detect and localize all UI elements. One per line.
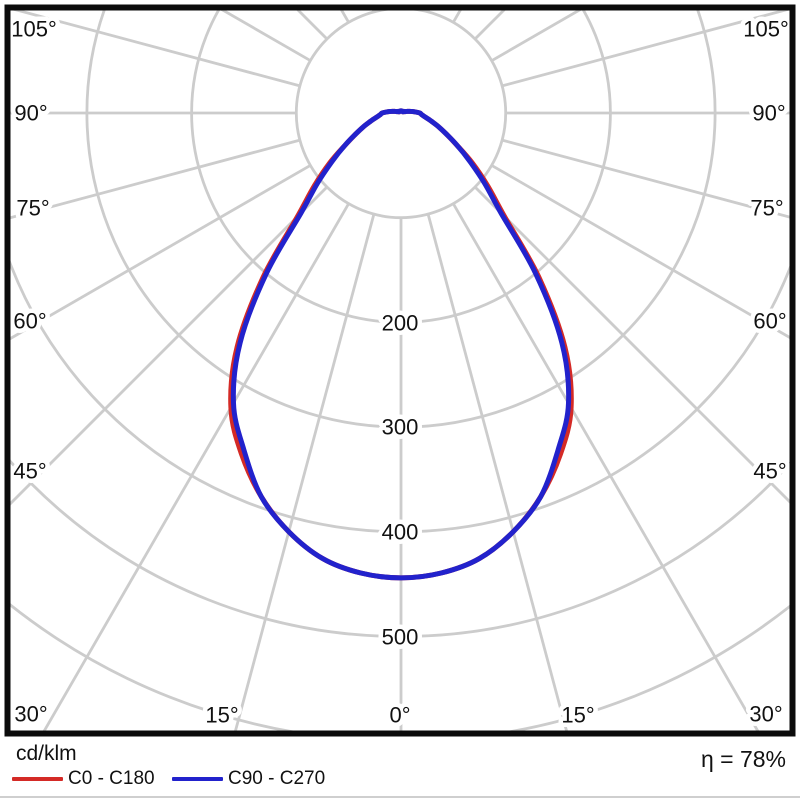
grid-ray-75 bbox=[501, 138, 790, 219]
angle-label-14-15deg: 15° bbox=[561, 703, 594, 728]
angle-label-9-60deg: 60° bbox=[753, 309, 786, 334]
chart-frame bbox=[4, 4, 796, 737]
grid-ray-105 bbox=[501, 10, 790, 88]
efficiency-label: η = 78% bbox=[700, 746, 786, 772]
angle-label-13-0deg: 0° bbox=[389, 703, 410, 728]
page-bottom-divider bbox=[0, 796, 800, 798]
unit-label: cd/klm bbox=[16, 742, 77, 765]
intensity-curve-c90-c270 bbox=[230, 108, 572, 581]
grid-ray-60 bbox=[491, 164, 790, 340]
angle-label-10-45deg: 45° bbox=[753, 459, 786, 484]
angle-label-11-30deg: 30° bbox=[749, 702, 782, 727]
angle-label-4-45deg: 45° bbox=[13, 459, 46, 484]
grid-ray-255 bbox=[11, 10, 301, 88]
ring-label-500: 500 bbox=[382, 625, 419, 650]
grid-ray-45 bbox=[474, 186, 790, 504]
legend-label-c0-c180: C0 - C180 bbox=[68, 768, 155, 789]
grid-ray-345 bbox=[233, 213, 376, 731]
ring-label-200: 200 bbox=[382, 311, 419, 336]
grid-ray-330 bbox=[42, 203, 350, 731]
chart-labels: 200 300 400 500 105° 90° 75° 60° 45° 30° 105° 90° 75… bbox=[7, 12, 794, 732]
angle-label-12-15deg: 15° bbox=[205, 703, 238, 728]
angle-label-3-60deg: 60° bbox=[13, 309, 46, 334]
grid-ray-30 bbox=[452, 202, 760, 731]
legend-line-c0-c180 bbox=[12, 777, 63, 781]
ring-label-400: 400 bbox=[382, 520, 419, 545]
angle-label-2-75deg: 75° bbox=[16, 196, 49, 221]
angle-label-7-90deg: 90° bbox=[752, 101, 785, 126]
legend-line-c90-c270 bbox=[172, 777, 223, 781]
grid-ray-15 bbox=[426, 213, 569, 731]
angle-label-0-105deg: 105° bbox=[11, 17, 57, 42]
legend-label-c90-c270: C90 - C270 bbox=[228, 768, 326, 789]
plot-border bbox=[4, 4, 796, 737]
grid-ray-315 bbox=[10, 186, 328, 506]
angle-label-5-30deg: 30° bbox=[14, 702, 47, 727]
ring-label-300: 300 bbox=[382, 415, 419, 440]
grid-ray-300 bbox=[10, 164, 311, 341]
angle-label-8-75deg: 75° bbox=[750, 196, 783, 221]
angle-label-1-90deg: 90° bbox=[14, 101, 47, 126]
grid-ray-285 bbox=[10, 138, 301, 220]
angle-label-6-105deg: 105° bbox=[743, 17, 789, 42]
intensity-curves bbox=[228, 108, 574, 581]
